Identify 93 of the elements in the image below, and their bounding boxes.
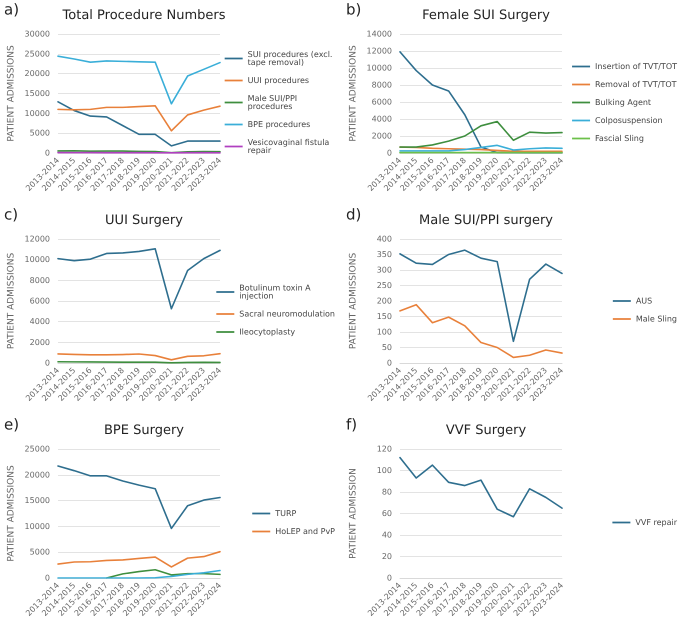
text: c) — [4, 206, 18, 224]
legend-label: UUI procedures — [248, 76, 310, 85]
legend-label: Colposuspension — [595, 116, 663, 125]
line-series — [57, 465, 221, 530]
y-tick-label: 10000 — [366, 64, 392, 72]
line-series — [399, 249, 563, 342]
legend-label: Insertion of TVT/TOT — [595, 62, 678, 71]
legend-label: Male SUI/PPI procedures — [248, 94, 300, 111]
legend-label: Vesicovaginal fistula repair — [248, 138, 332, 155]
y-axis-title: PATIENT ADMISSIONS — [6, 252, 16, 350]
y-tick-label: 400 — [376, 234, 392, 244]
legend-label: AUS — [636, 296, 652, 306]
y-tick-label: 0 — [44, 574, 50, 582]
y-tick-label: 6000 — [372, 98, 392, 106]
chart-title: Female SUI Surgery — [422, 8, 550, 23]
legend-label: Sacral neuromodulation — [239, 310, 336, 318]
y-tick-label: 60 — [382, 509, 392, 518]
text: d) — [346, 206, 362, 224]
y-tick-label: 4000 — [372, 114, 392, 124]
line-series — [106, 568, 221, 579]
y-tick-label: 2000 — [372, 132, 392, 140]
y-tick-label: 8000 — [30, 276, 50, 285]
legend-label: VVF repair — [635, 518, 678, 527]
y-tick-label: 0 — [386, 358, 392, 368]
legend-label: TURP — [274, 509, 297, 518]
y-tick-label: 4000 — [30, 317, 50, 326]
y-tick-label: 10000 — [24, 108, 50, 118]
y-tick-label: 100 — [376, 328, 392, 336]
line-series — [57, 550, 221, 568]
y-tick-label: 10000 — [24, 255, 50, 264]
line-series — [57, 248, 221, 310]
y-tick-label: 40 — [382, 530, 392, 540]
legend-label: Ileocytoplasty — [239, 328, 296, 336]
y-tick-label: 8000 — [372, 80, 392, 90]
line-series — [57, 352, 221, 361]
legend-label: BPE procedures — [248, 120, 310, 129]
legend-label: Male Sling — [636, 314, 678, 324]
line-series — [399, 456, 563, 518]
y-tick-label: 0 — [44, 358, 50, 368]
y-tick-label: 30000 — [24, 30, 50, 38]
y-tick-label: 350 — [376, 250, 392, 259]
y-tick-label: 50 — [382, 343, 392, 352]
y-tick-label: 0 — [44, 148, 50, 158]
y-tick-label: 200 — [376, 296, 392, 306]
y-tick-label: 20000 — [24, 470, 50, 480]
chart-title: BPE Surgery — [104, 423, 184, 438]
text: e) — [4, 416, 20, 434]
y-tick-label: 80 — [382, 488, 392, 496]
y-tick-label: 150 — [376, 312, 392, 321]
y-tick-label: 2000 — [30, 338, 50, 347]
chart-title: VVF Surgery — [446, 423, 526, 438]
y-axis-title: PATIENT ADMISSIONS — [6, 45, 16, 142]
y-tick-label: 15000 — [24, 89, 50, 98]
line-series — [399, 120, 563, 148]
y-tick-label: 0 — [386, 148, 392, 158]
y-tick-label: 0 — [386, 574, 392, 582]
line-series — [57, 55, 221, 105]
legend-label: HoLEP and PvP — [275, 527, 336, 536]
line-series — [57, 101, 221, 147]
legend-label: Removal of TVT/TOT — [595, 80, 677, 89]
line-series — [57, 104, 221, 132]
y-tick-label: 5000 — [30, 548, 50, 557]
y-tick-label: 250 — [376, 281, 392, 290]
legend-label: Fascial Sling — [595, 134, 644, 143]
y-tick-label: 10000 — [24, 522, 50, 531]
text: a) — [4, 0, 20, 18]
chart-title: Total Procedure Numbers — [62, 8, 226, 23]
y-axis-title: PATIENT ADMISSIONS — [348, 45, 358, 142]
y-tick-label: 25000 — [24, 49, 50, 58]
y-tick-label: 15000 — [24, 496, 50, 506]
y-axis-title: PATIENT ADMISSION — [348, 468, 358, 559]
y-axis-title: PATIENT ADMISSIONS — [6, 465, 16, 562]
y-tick-label: 5000 — [30, 128, 50, 138]
y-tick-label: 20000 — [24, 69, 50, 78]
y-tick-label: 12000 — [366, 46, 392, 56]
text: b) — [346, 0, 362, 18]
line-series — [399, 304, 563, 358]
chart-title: UUI Surgery — [105, 213, 184, 228]
legend-label: Botulinum toxin A injection — [239, 284, 314, 300]
y-tick-label: 120 — [376, 444, 392, 454]
y-tick-label: 12000 — [24, 234, 50, 244]
legend-label: Bulking Agent — [595, 98, 652, 107]
y-tick-label: 6000 — [30, 296, 50, 306]
legend-label: SUI procedures (excl. tape removal) — [248, 50, 336, 67]
y-tick-label: 100 — [376, 466, 392, 475]
text: f) — [346, 416, 358, 434]
y-axis-title: PATIENT ADMISSIONS — [348, 252, 358, 350]
y-tick-label: 300 — [376, 266, 392, 274]
y-tick-label: 20 — [382, 552, 392, 561]
y-tick-label: 14000 — [366, 30, 392, 38]
y-tick-label: 25000 — [24, 444, 50, 454]
line-series — [57, 570, 221, 579]
chart-title: Male SUI/PPI surgery — [419, 213, 554, 228]
